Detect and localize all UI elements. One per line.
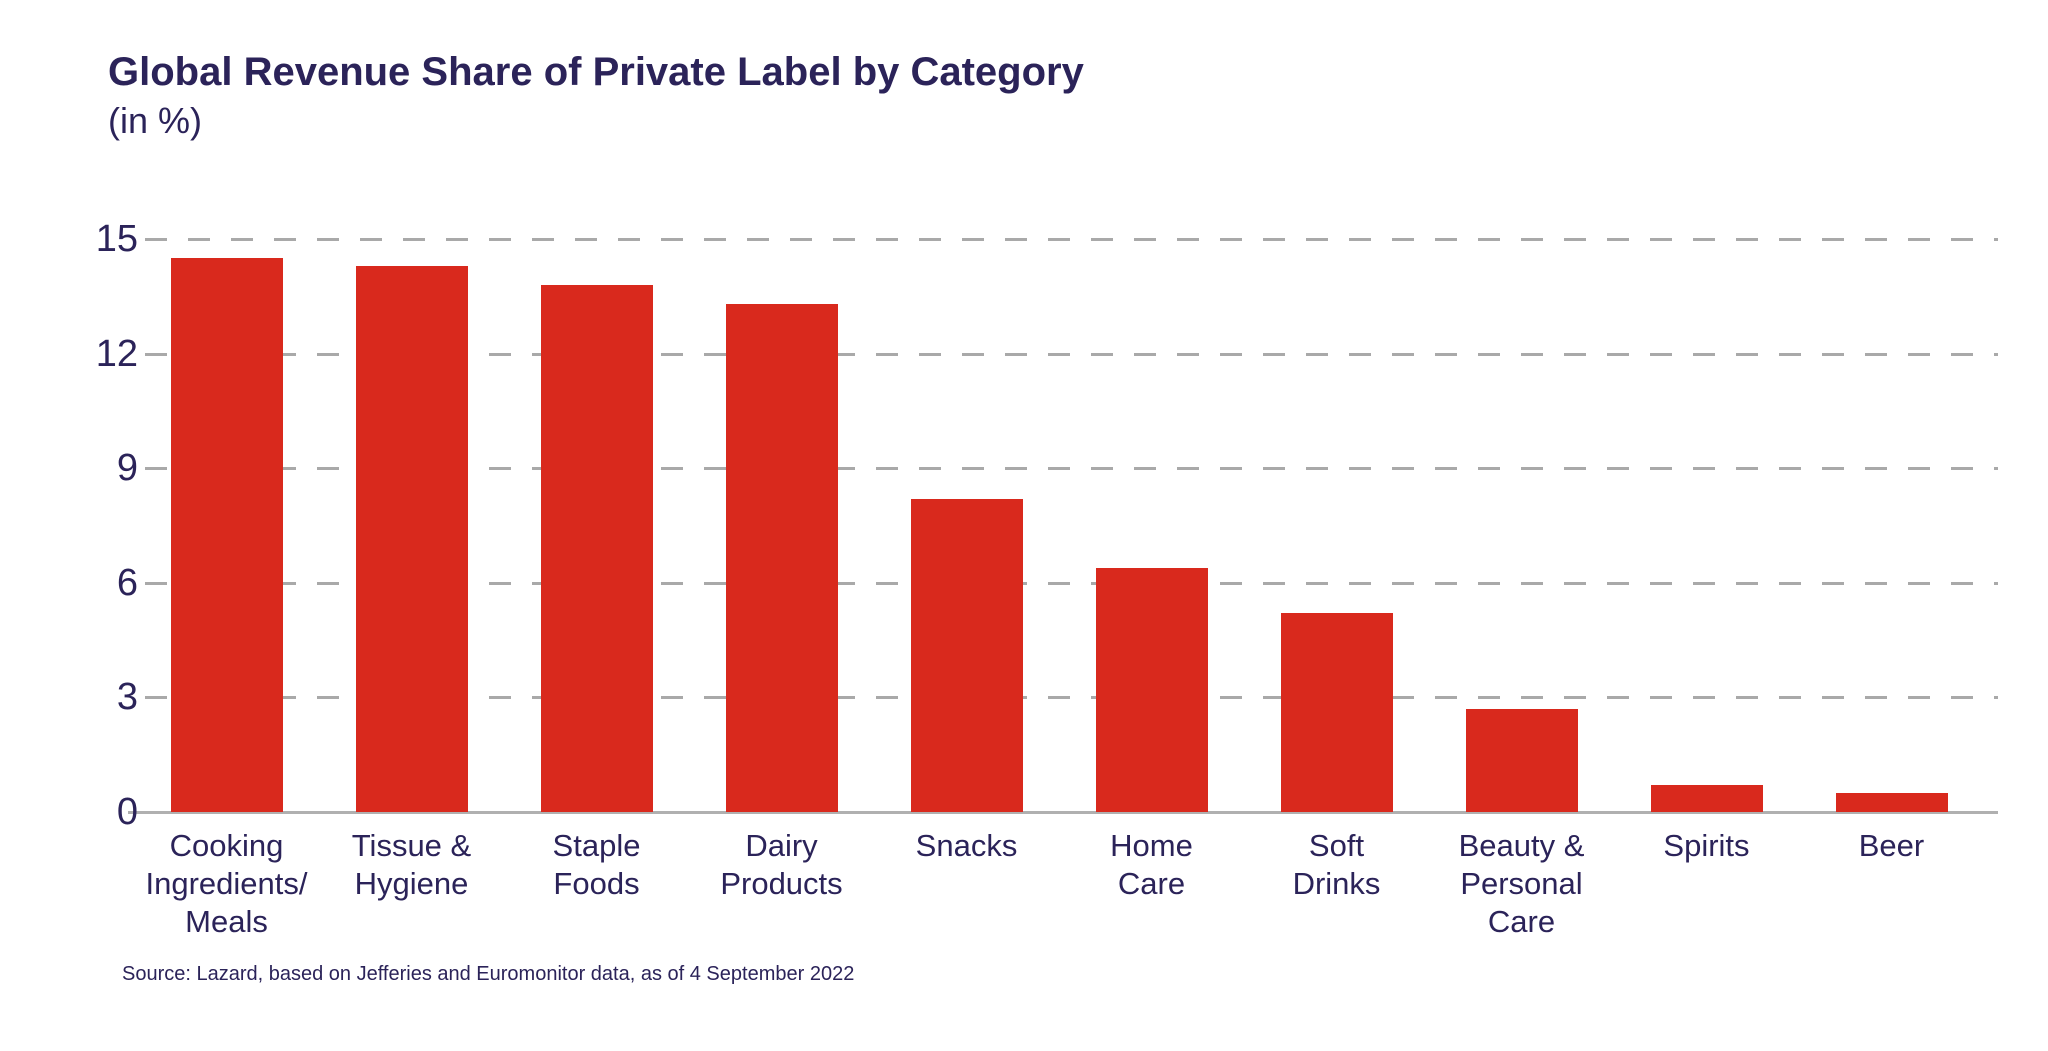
x-axis-category-label: Beauty & Personal Care (1458, 828, 1585, 939)
x-axis-category-label: Spirits (1663, 828, 1750, 863)
bar (910, 498, 1023, 812)
bar (1465, 708, 1578, 812)
bars-area (134, 239, 1984, 812)
y-axis-tick-label: 6 (116, 561, 138, 604)
x-axis-category-label: Home Care (1110, 828, 1193, 901)
bar-column (874, 239, 1059, 812)
bar-column (319, 239, 504, 812)
bar-column (1614, 239, 1799, 812)
x-axis-category-label: Staple Foods (552, 828, 641, 901)
gridline (145, 238, 1998, 241)
bar-column (1059, 239, 1244, 812)
y-axis-tick-label: 9 (116, 447, 138, 490)
x-axis-category-label: Snacks (915, 828, 1018, 863)
gridline (145, 352, 1998, 356)
bar (725, 303, 838, 812)
source-note: Source: Lazard, based on Jefferies and E… (122, 963, 855, 985)
x-axis-category-label: Soft Drinks (1292, 828, 1381, 901)
bar (540, 284, 653, 812)
bar-column (689, 239, 874, 812)
chart-title: Global Revenue Share of Private Label by… (108, 50, 1084, 94)
y-axis-tick-label: 12 (95, 332, 138, 375)
x-axis-line (128, 811, 1998, 814)
bar (355, 265, 468, 812)
bar-column (1429, 239, 1614, 812)
bar-column (134, 239, 319, 812)
bar (1095, 567, 1208, 812)
chart-subtitle: (in %) (108, 100, 203, 141)
bar-column (1244, 239, 1429, 812)
x-axis-category-label: Dairy Products (720, 828, 843, 901)
gridline (145, 467, 1998, 471)
bar (170, 258, 283, 812)
y-axis-tick-label: 15 (95, 218, 138, 260)
gridline (145, 696, 1998, 700)
bar (1650, 785, 1763, 812)
x-axis-category-label: Beer (1858, 828, 1925, 863)
x-axis-labels: Cooking Ingredients/ Meals Tissue & Hygie… (134, 827, 1984, 941)
bar (1835, 792, 1948, 812)
y-axis-tick-label: 3 (116, 676, 138, 719)
bar (1280, 613, 1393, 812)
gridline (145, 581, 1998, 585)
x-axis-category-label: Tissue & Hygiene (351, 828, 472, 901)
x-axis-category-label: Cooking Ingredients/ Meals (145, 828, 308, 939)
bar-column (504, 239, 689, 812)
bar-column (1799, 239, 1984, 812)
y-axis-tick-label: 0 (116, 791, 138, 833)
